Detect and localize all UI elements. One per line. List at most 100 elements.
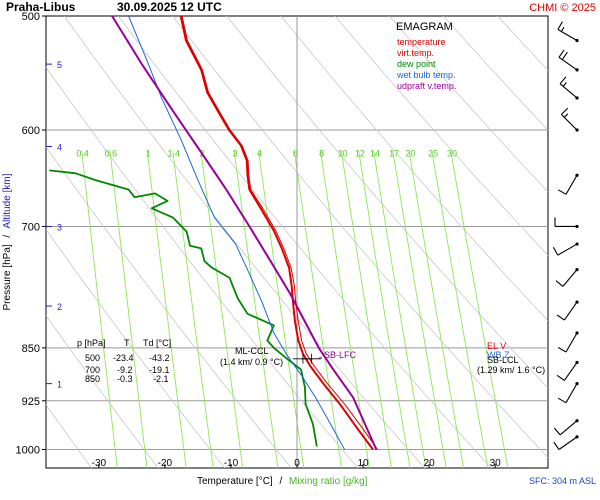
level-markers [292, 353, 323, 364]
pressure-tick-label: 500 [22, 11, 40, 23]
pressure-tick-label: 600 [22, 125, 40, 137]
dry-adiabat-310 [171, 16, 548, 459]
table-header-t: T [124, 338, 130, 348]
sb-lcl-label: SB-LCL [487, 355, 519, 365]
mixing-ratio-label: 25 [428, 149, 438, 159]
x-tick-label: 30 [490, 458, 502, 469]
wind-barb [557, 21, 579, 43]
table-header-p: p [hPa] [77, 338, 106, 348]
chart-title: EMAGRAM [396, 21, 453, 33]
table-row-500-p: 500 [85, 353, 100, 363]
x-tick-label: 20 [424, 458, 436, 469]
wind-barb [552, 242, 579, 256]
dry-adiabat-360 [442, 16, 548, 131]
series-dew-point [49, 169, 318, 447]
mixing-ratio-label: 4 [257, 149, 262, 159]
wind-barb [554, 217, 579, 229]
table-row-500-td: -43.2 [149, 353, 170, 363]
dry-adiabat-280 [46, 66, 359, 468]
series-virt-temp [181, 16, 379, 450]
mixing-ratio-line-14 [373, 150, 427, 468]
mixing-ratio-line-20 [408, 150, 465, 468]
mixing-ratio-line-0.6 [109, 150, 148, 468]
x-axis-ticks: -30 -20 -10 0 10 20 30 [92, 458, 502, 469]
sounding-datetime: 30.09.2025 12 UTC [117, 0, 222, 14]
copyright: CHMI © 2025 [529, 2, 596, 14]
temperature-axis-title: Temperature [°C] [197, 476, 273, 487]
profile-series [49, 16, 379, 451]
series-udpraft-v-temp [111, 16, 378, 450]
wind-barb [557, 382, 579, 404]
el-v-label: EL V [487, 341, 506, 351]
table-row-700-t: -9.2 [117, 365, 133, 375]
x-tick-label: 0 [294, 458, 300, 469]
table-row-700-td: -19.1 [149, 365, 170, 375]
wind-barbs [552, 21, 579, 450]
legend: EMAGRAM temperature virt.temp. dew point… [396, 21, 456, 91]
table-row-850-p: 850 [85, 374, 100, 384]
altitude-axis-title: Altitude [km] [2, 173, 13, 228]
mixing-ratio-label: 10 [337, 149, 347, 159]
mixing-ratio-label: 0.6 [105, 149, 118, 159]
x-tick-label: -10 [224, 458, 239, 469]
legend-updraft: udpraft v.temp. [397, 81, 456, 91]
dry-adiabat-300 [117, 16, 492, 468]
mixing-ratio-line-25 [431, 150, 489, 468]
mixing-ratio-label: 30 [447, 149, 457, 159]
table-row-850-td: -2.1 [153, 374, 169, 384]
altitude-axis-ticks: 1 2 3 4 5 [46, 60, 62, 390]
x-axis-title: Temperature [°C] / Mixing ratio [g/kg] [197, 476, 368, 487]
mixing-ratio-label: 3 [233, 149, 238, 159]
ml-ccl-values: (1.4 km/ 0.9 °C) [220, 357, 283, 367]
wind-barb [561, 107, 579, 132]
series-wet-bulb-temp [128, 16, 346, 450]
mixing-ratio-line-30 [450, 150, 509, 468]
mixing-ratio-line-1.4 [172, 150, 214, 468]
x-tick-label: 10 [357, 458, 369, 469]
dry-adiabat-250 [46, 314, 159, 468]
wind-barb [557, 173, 579, 195]
sb-lfc-pointer [317, 356, 323, 360]
altitude-tick-label: 1 [57, 380, 62, 390]
mixing-ratio-line-2 [200, 150, 244, 468]
pressure-tick-label: 700 [22, 221, 40, 233]
dry-adiabat-330 [280, 16, 548, 322]
mixing-ratio-label: 14 [370, 149, 380, 159]
station-name: Praha-Libus [6, 0, 76, 14]
legend-wet-bulb: wet bulb temp. [396, 70, 456, 80]
dry-adiabat-260 [46, 228, 226, 468]
dry-adiabats [46, 16, 548, 468]
mixing-ratio-label: 6 [293, 149, 298, 159]
svg-text:Temperature [°C] /: Temperature [°C] / Mixing ratio [g/kg] [197, 476, 368, 487]
dry-adiabat-240 [46, 404, 92, 468]
series-temperature [179, 16, 374, 451]
table-row-850-t: -0.3 [117, 374, 133, 384]
legend-dew-point: dew point [397, 59, 436, 69]
mixing-ratio-label: 12 [355, 149, 365, 159]
mixing-ratio-label: 20 [405, 149, 415, 159]
mixing-ratio-label: 17 [389, 149, 399, 159]
wind-barb [553, 419, 579, 436]
mixing-ratio-line-0.4 [81, 150, 118, 468]
dry-adiabat-270 [46, 146, 292, 468]
mixing-ratio-line-8 [319, 150, 370, 468]
mixing-ratio-label: 0.4 [76, 149, 89, 159]
y-axis-title: Pressure [hPa] / Altitude [km] [2, 173, 13, 310]
mixing-ratio-label: 1 [146, 149, 151, 159]
legend-temperature: temperature [397, 37, 446, 47]
altitude-tick-label: 2 [57, 302, 62, 312]
y-title-separator: / [2, 235, 13, 238]
wind-barb [553, 435, 579, 450]
mixing-ratio-line-12 [358, 150, 411, 468]
mixing-ratio-label: 8 [319, 149, 324, 159]
pressure-tick-label: 925 [22, 396, 40, 408]
mixing-ratio-line-6 [293, 150, 343, 468]
mixing-ratio-axis-title: Mixing ratio [g/kg] [289, 476, 368, 487]
x-title-separator: / [279, 476, 282, 487]
ml-ccl-label: ML-CCL [235, 346, 269, 356]
table-row-500-t: -23.4 [113, 353, 134, 363]
dry-adiabat-350 [388, 16, 548, 193]
dry-adiabat-290 [63, 16, 426, 468]
table-row-700-p: 700 [85, 365, 100, 375]
